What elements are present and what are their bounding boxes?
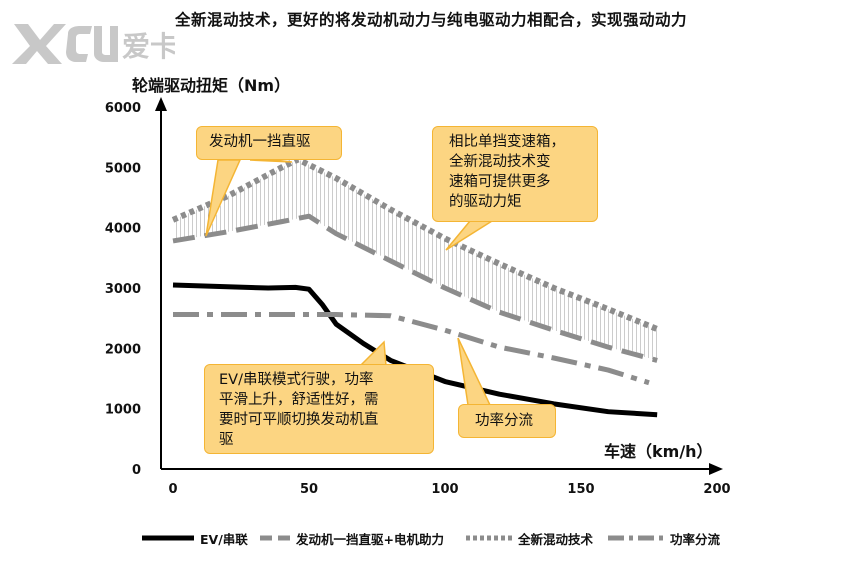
callout-pointer-power-split [457,337,492,406]
legend-swatch-dashed [260,535,290,541]
series-hybrid-line [171,156,659,332]
y-tick-label: 3000 [105,282,141,297]
x-tick-label: 100 [431,482,458,497]
callout-power-split: 功率分流 [458,404,556,438]
callout-ev-mode: EV/串联模式行驶，功率 平滑上升，舒适性好，需 要时可平顺切换发动机直 驱 [204,364,434,454]
callout-more-torque-line-4: 的驱动力矩 [449,194,522,210]
legend-label-direct-drive: 发动机一挡直驱+电机助力 [296,531,444,547]
x-tick-label: 200 [703,482,730,497]
callout-direct-drive-text: 发动机一挡直驱 [209,134,311,150]
callout-more-torque: 相比单挡变速箱， 全新混动技术变 速箱可提供更多 的驱动力矩 [432,126,598,222]
callout-pointer-direct-drive [205,159,242,237]
xcar-logo-icon: 爱卡 [12,24,175,64]
y-axis-arrow-icon [155,97,167,111]
y-axis-label: 轮端驱动扭矩（Nm） [132,76,291,95]
series-direct-drive-line [172,213,658,363]
legend-item-ev: EV/串联 [142,526,248,550]
y-tick-label: 4000 [105,222,141,237]
callout-pointer-more-torque [445,220,495,251]
legend-item-hybrid: 全新混动技术 [466,526,593,550]
callout-ev-mode-line-4: 驱 [219,432,234,448]
legend-label-power-split: 功率分流 [670,531,721,547]
callout-more-torque-line-2: 全新混动技术变 [449,154,551,170]
callout-ev-mode-line-3: 要时可平顺切换发动机直 [219,412,379,428]
legend-label-hybrid: 全新混动技术 [518,531,594,547]
legend-item-direct-drive: 发动机一挡直驱+电机助力 [260,526,444,550]
callout-more-torque-line-1: 相比单挡变速箱， [449,134,565,150]
x-tick-label: 50 [300,482,318,497]
y-tick-label: 0 [132,463,141,478]
callout-power-split-text: 功率分流 [475,413,533,429]
legend-swatch-dotted [466,535,512,541]
legend-swatch-solid [142,535,194,541]
series-power-split-line [173,312,650,386]
y-tick-label: 5000 [105,161,141,176]
chart-legend: EV/串联 发动机一挡直驱+电机助力 全新混动技术 功率分流 [142,526,782,550]
y-tick-label: 2000 [105,342,141,357]
callout-ev-mode-line-2: 平滑上升，舒适性好，需 [219,392,379,408]
x-axis-label: 车速（km/h） [604,442,713,461]
legend-swatch-dash-dot [608,535,664,541]
y-tick-label: 6000 [105,101,141,116]
callout-more-torque-line-3: 速箱可提供更多 [449,174,551,190]
svg-text:爱卡: 爱卡 [122,30,175,63]
callout-ev-mode-line-1: EV/串联模式行驶，功率 [219,372,374,388]
x-tick-label: 0 [168,482,177,497]
series-ev-line [172,282,658,418]
x-axis-arrow-icon [709,463,723,475]
legend-item-power-split: 功率分流 [608,526,720,550]
x-tick-label: 150 [567,482,594,497]
page-title: 全新混动技术，更好的将发动机动力与纯电驱动力相配合，实现强动动力 [175,11,688,29]
callout-pointer-direct-drive-2 [249,159,293,163]
callout-direct-drive: 发动机一挡直驱 [196,126,342,160]
torque-gain-hatch-area [173,159,658,361]
y-tick-label: 1000 [105,403,141,418]
legend-label-ev: EV/串联 [200,531,248,547]
